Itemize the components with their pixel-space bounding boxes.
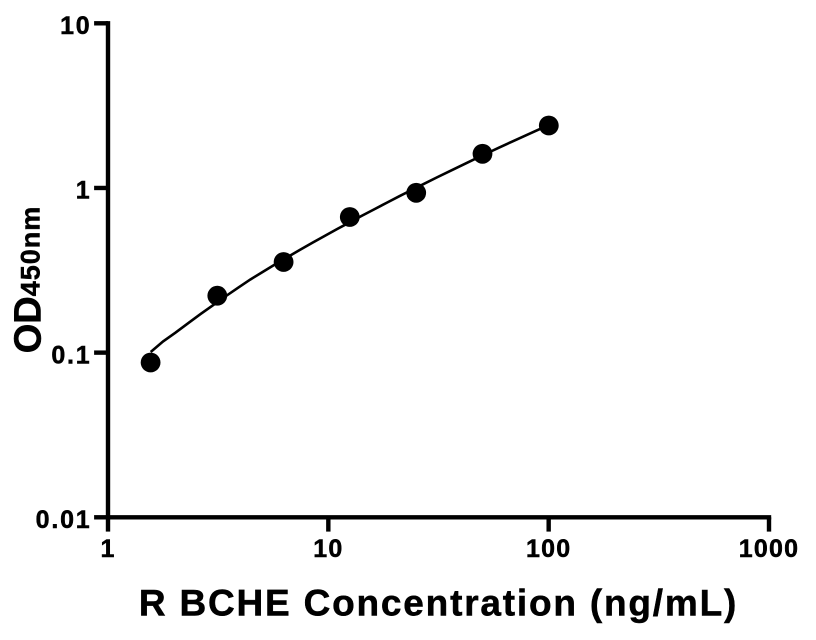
svg-text:10: 10 [313, 535, 343, 563]
svg-text:0.01: 0.01 [36, 506, 92, 534]
svg-text:1000: 1000 [739, 535, 799, 563]
svg-text:10: 10 [60, 12, 91, 40]
svg-text:1: 1 [100, 535, 115, 563]
svg-text:0.1: 0.1 [51, 341, 91, 369]
svg-text:1: 1 [76, 177, 92, 205]
svg-text:100: 100 [526, 535, 571, 563]
svg-text:R BCHE Concentration (ng/mL): R BCHE Concentration (ng/mL) [139, 583, 738, 624]
